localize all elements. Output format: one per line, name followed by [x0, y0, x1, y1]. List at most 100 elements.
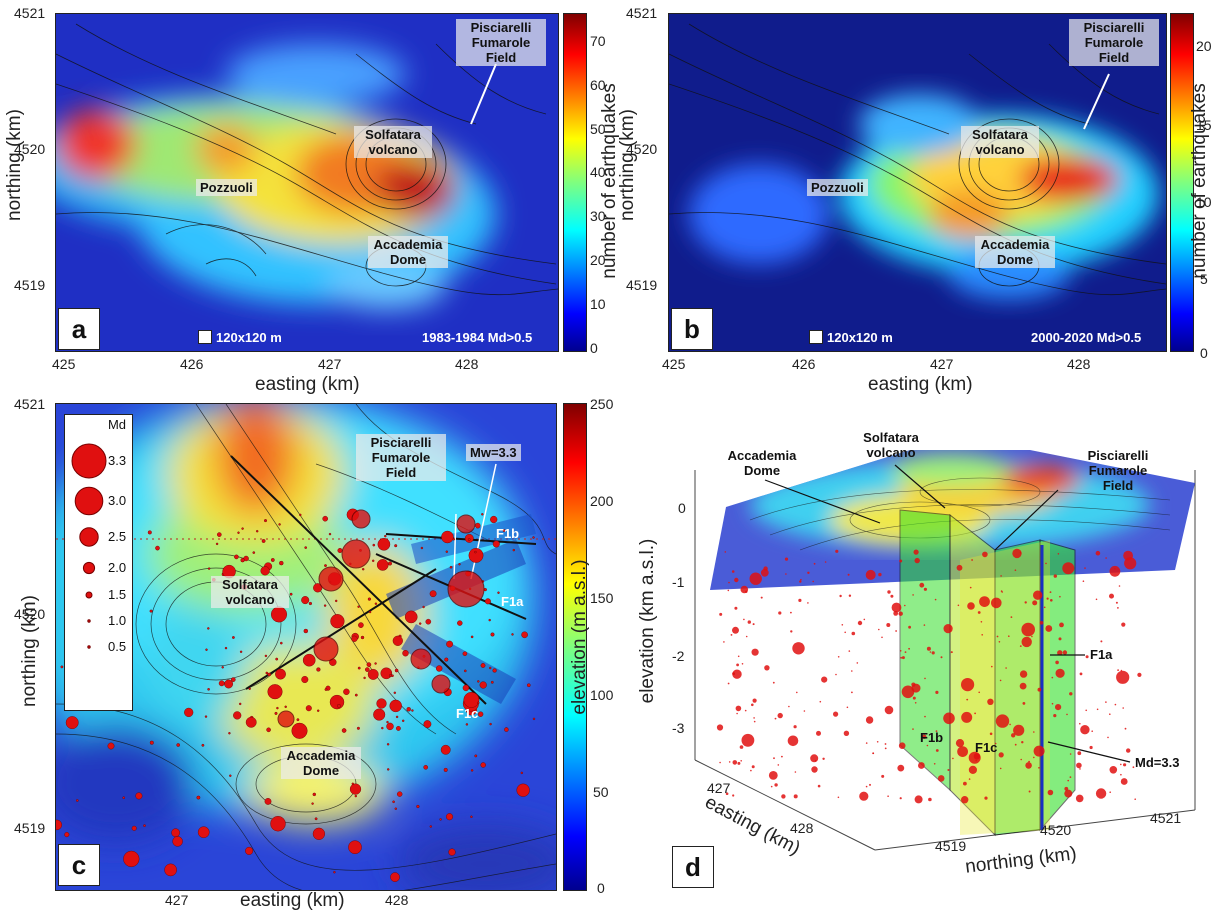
quake-marker — [333, 871, 336, 874]
quake-marker — [824, 561, 827, 563]
quake-marker — [394, 807, 397, 810]
quake-marker — [197, 826, 210, 839]
quake-marker — [750, 769, 752, 772]
quake-marker — [489, 666, 492, 670]
quake-marker — [744, 709, 747, 712]
cell-size-note: 120x120 m — [198, 330, 282, 345]
northing-tick: 4519 — [935, 838, 967, 854]
quake-marker — [788, 705, 790, 708]
quake-marker — [719, 761, 721, 764]
quake-marker — [386, 720, 389, 724]
y-axis-title: northing (km) — [19, 595, 40, 707]
quake-marker — [376, 698, 387, 709]
quake-marker — [143, 824, 146, 827]
quake-marker — [737, 761, 741, 765]
quake-marker — [977, 611, 981, 614]
quake-marker — [996, 635, 999, 638]
quake-marker — [480, 663, 486, 668]
quake-marker — [1123, 763, 1127, 767]
x-tick: 427 — [318, 356, 342, 372]
y-tick: 4519 — [14, 820, 46, 836]
quake-marker — [1122, 707, 1124, 709]
quake-marker — [1075, 794, 1084, 803]
label-f1a: F1a — [1090, 647, 1113, 662]
quake-marker — [752, 623, 755, 626]
quake-marker-large — [341, 539, 371, 569]
quake-marker — [971, 559, 973, 561]
label-solfatara: Solfatara volcano — [863, 430, 919, 460]
quake-marker — [172, 836, 183, 847]
quake-marker — [995, 714, 1010, 728]
quake-marker — [814, 759, 817, 762]
quake-marker — [504, 727, 509, 732]
cbar-tick: 15 — [1196, 117, 1212, 133]
x-axis-title: easting (km) — [255, 374, 360, 395]
panel-letter: a — [58, 308, 100, 350]
quake-marker — [1095, 598, 1098, 601]
cell-size-swatch — [198, 330, 212, 344]
quake-marker — [961, 796, 969, 804]
quake-marker — [261, 539, 266, 543]
legend-marker — [87, 619, 91, 623]
y-tick: 4520 — [626, 141, 658, 157]
quake-marker — [728, 581, 730, 584]
map-a-density: Pisciarelli Fumarole Field Solfatara vol… — [55, 13, 559, 352]
quake-marker — [1032, 600, 1038, 606]
quake-marker — [389, 674, 393, 678]
quake-marker — [1024, 601, 1027, 604]
quake-marker — [196, 795, 201, 800]
legend-marker — [87, 645, 91, 649]
quake-marker — [813, 562, 816, 565]
quake-marker — [324, 564, 327, 568]
quake-marker — [732, 669, 742, 679]
quake-marker — [395, 725, 401, 731]
quake-marker — [1116, 670, 1130, 684]
quake-marker — [135, 792, 143, 800]
cell-size-swatch — [809, 330, 823, 344]
quake-marker — [1043, 606, 1046, 609]
label-pisciarelli: Pisciarelli Fumarole Field — [1069, 19, 1159, 66]
cbar-tick: 150 — [590, 590, 614, 606]
quake-marker — [388, 561, 393, 566]
colorbar-c — [563, 403, 587, 891]
label-pisciarelli: Pisciarelli Fumarole Field — [456, 19, 546, 66]
quake-marker — [449, 565, 453, 569]
quake-marker — [723, 641, 725, 643]
quake-marker — [790, 630, 793, 633]
quake-marker — [781, 755, 783, 758]
cbar-tick: 60 — [590, 77, 606, 93]
quake-marker — [252, 551, 256, 554]
quake-marker — [980, 621, 983, 623]
quake-marker — [429, 590, 437, 598]
quake-marker — [429, 825, 432, 828]
quake-marker — [833, 711, 839, 717]
x-tick: 425 — [52, 356, 76, 372]
quake-marker — [856, 662, 859, 664]
legend-label: 1.5 — [108, 587, 127, 602]
quake-marker — [900, 656, 903, 659]
quake-marker-large — [313, 636, 339, 662]
quake-marker — [928, 797, 932, 802]
quake-marker — [470, 815, 473, 818]
quake-marker — [1082, 580, 1085, 582]
quake-marker — [1057, 650, 1063, 656]
cell-size-note: 120x120 m — [809, 330, 893, 345]
quake-marker — [793, 794, 798, 799]
map-a-svg — [56, 14, 558, 351]
quake-marker — [796, 691, 798, 694]
x-tick: 427 — [165, 892, 189, 908]
quake-marker — [362, 567, 365, 571]
quake-marker — [299, 513, 302, 517]
quake-marker — [470, 635, 474, 639]
quake-marker — [950, 651, 953, 654]
quake-marker — [1120, 669, 1123, 672]
quake-marker — [1019, 645, 1022, 647]
quake-marker — [155, 545, 160, 551]
quake-marker — [207, 687, 210, 691]
quake-marker — [1089, 745, 1093, 750]
quake-marker — [279, 641, 283, 645]
quake-marker — [1049, 591, 1052, 593]
quake-marker — [239, 650, 243, 654]
quake-marker — [1069, 692, 1073, 696]
y-tick: 4521 — [14, 5, 46, 21]
